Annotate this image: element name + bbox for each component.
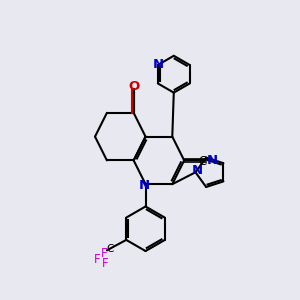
- Text: N: N: [206, 154, 218, 167]
- Text: N: N: [152, 58, 164, 71]
- Text: F: F: [100, 247, 107, 260]
- Text: O: O: [128, 80, 139, 93]
- Text: C: C: [199, 155, 207, 168]
- Text: N: N: [139, 179, 150, 192]
- Text: F: F: [102, 257, 109, 270]
- Text: C: C: [106, 244, 114, 254]
- Text: N: N: [191, 164, 203, 177]
- Text: F: F: [94, 253, 101, 266]
